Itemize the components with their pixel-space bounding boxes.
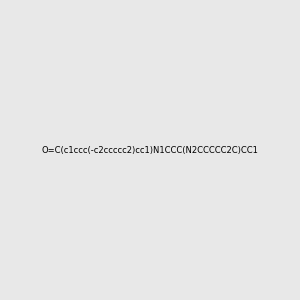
Text: O=C(c1ccc(-c2ccccc2)cc1)N1CCC(N2CCCCC2C)CC1: O=C(c1ccc(-c2ccccc2)cc1)N1CCC(N2CCCCC2C)… xyxy=(42,146,258,154)
